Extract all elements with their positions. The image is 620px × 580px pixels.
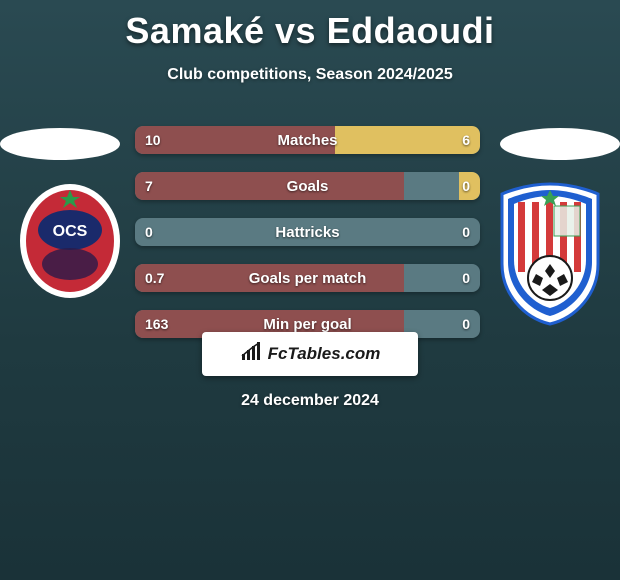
- brand-link[interactable]: FcTables.com: [202, 332, 418, 376]
- stat-label: Goals: [135, 172, 480, 200]
- stat-value-right: 0: [462, 310, 470, 338]
- stat-row-goals: 7 Goals 0: [135, 172, 480, 200]
- club-crest-right: [498, 182, 602, 331]
- stat-label: Goals per match: [135, 264, 480, 292]
- club-crest-left: OCS: [18, 182, 122, 305]
- stat-label: Matches: [135, 126, 480, 154]
- stat-value-right: 0: [462, 172, 470, 200]
- stat-row-goals-per-match: 0.7 Goals per match 0: [135, 264, 480, 292]
- date-text: 24 december 2024: [0, 392, 620, 410]
- brand-text: FcTables.com: [268, 344, 381, 364]
- ellipse-left: [0, 128, 120, 160]
- stat-value-right: 0: [462, 264, 470, 292]
- stat-value-right: 0: [462, 218, 470, 246]
- stat-row-matches: 10 Matches 6: [135, 126, 480, 154]
- stat-label: Hattricks: [135, 218, 480, 246]
- stat-bars: 10 Matches 6 7 Goals 0 0 Hattricks 0 0.7…: [135, 126, 480, 356]
- comparison-panel: OCS: [0, 114, 620, 414]
- ellipse-right: [500, 128, 620, 160]
- svg-text:OCS: OCS: [53, 223, 88, 240]
- stat-value-right: 6: [462, 126, 470, 154]
- page-subtitle: Club competitions, Season 2024/2025: [0, 66, 620, 84]
- stat-row-hattricks: 0 Hattricks 0: [135, 218, 480, 246]
- page-title: Samaké vs Eddaoudi: [0, 0, 620, 52]
- chart-icon: [240, 342, 264, 367]
